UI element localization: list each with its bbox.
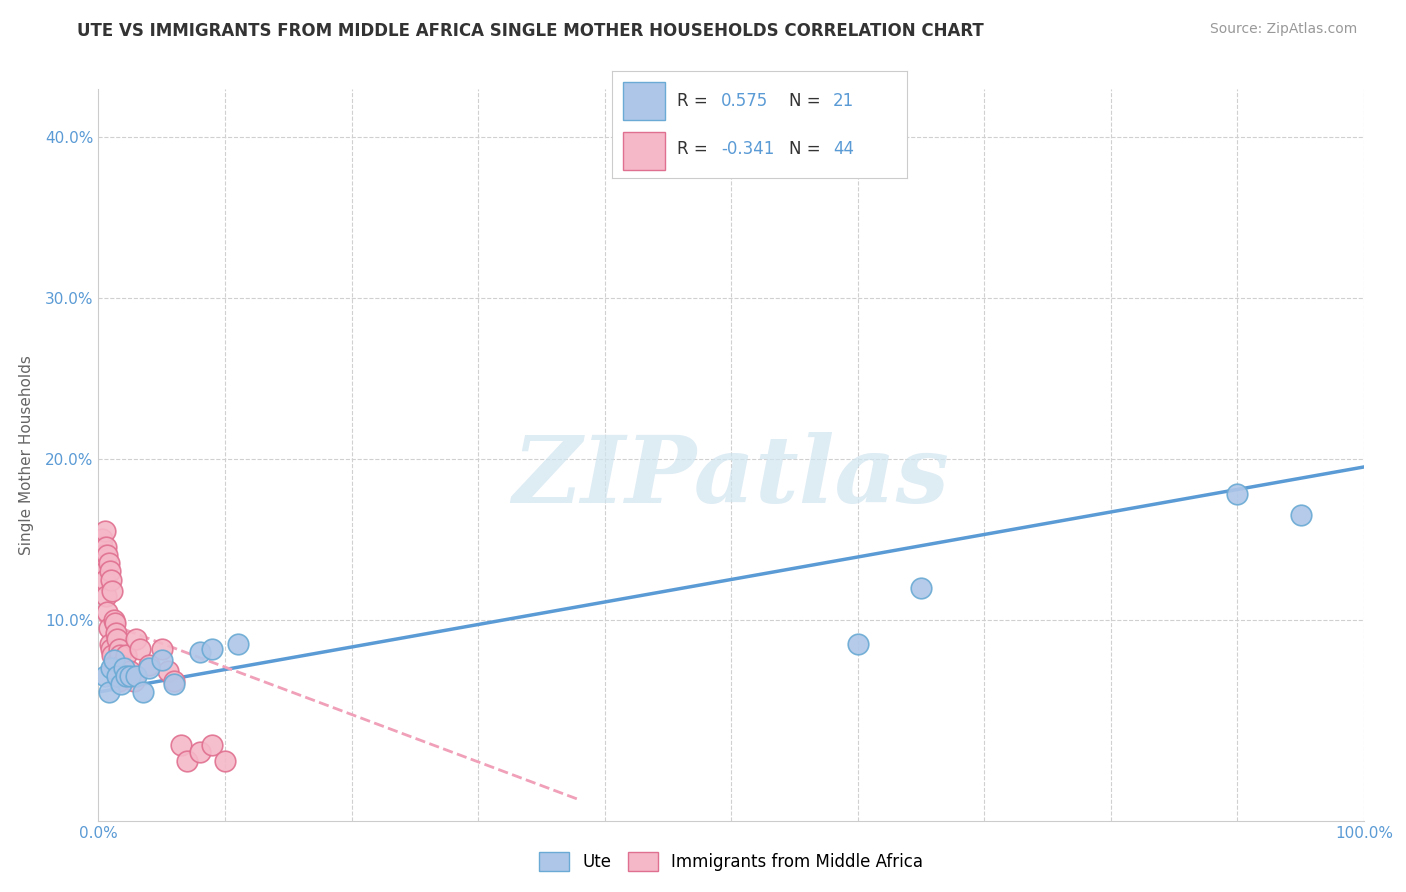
Point [93,669,117,683]
Text: ZIPatlas: ZIPatlas [513,432,949,522]
Point [150,653,173,667]
Point [150,641,173,656]
Point [110,657,132,672]
Point [91,533,114,547]
Point [112,661,135,675]
Point [103,653,125,667]
Point [108,648,131,662]
Point [122,673,145,688]
Point [107,669,129,683]
Point [163,677,186,691]
Point [98,565,121,579]
Point [120,664,141,678]
Point [120,669,141,683]
Text: UTE VS IMMIGRANTS FROM MIDDLE AFRICA SINGLE MOTHER HOUSEHOLDS CORRELATION CHART: UTE VS IMMIGRANTS FROM MIDDLE AFRICA SIN… [77,22,984,40]
Point [101,648,124,662]
Legend: Ute, Immigrants from Middle Africa: Ute, Immigrants from Middle Africa [533,846,929,878]
Point [103,613,125,627]
Text: R =: R = [676,92,713,110]
Point [132,685,155,699]
Point [100,661,122,675]
Point [157,664,180,678]
Point [93,573,117,587]
FancyBboxPatch shape [623,82,665,120]
Point [115,648,138,662]
Point [138,661,160,675]
Point [188,745,211,759]
Point [125,669,148,683]
Point [163,673,186,688]
Point [125,632,148,646]
Point [97,621,120,635]
Point [94,589,117,603]
Point [97,557,120,571]
Point [201,738,224,752]
Point [214,754,236,768]
Point [105,625,128,640]
Point [104,615,127,630]
Point [90,557,112,571]
Text: Source: ZipAtlas.com: Source: ZipAtlas.com [1209,22,1357,37]
Text: N =: N = [789,92,825,110]
Y-axis label: Single Mother Households: Single Mother Households [18,355,34,555]
Text: 44: 44 [832,140,853,158]
Point [91,541,114,555]
FancyBboxPatch shape [623,132,665,169]
Point [176,754,198,768]
Point [226,637,249,651]
Text: 0.575: 0.575 [721,92,768,110]
Text: 21: 21 [832,92,855,110]
Point [138,657,160,672]
Point [188,645,211,659]
Point [104,657,127,672]
Point [97,685,120,699]
Point [94,541,117,555]
Point [107,641,129,656]
Text: -0.341: -0.341 [721,140,775,158]
Point [101,583,124,598]
Point [846,637,869,651]
Point [129,641,152,656]
Point [103,657,125,672]
Point [110,677,132,691]
Point [93,524,117,539]
Point [1226,487,1249,501]
Point [107,664,129,678]
Point [100,573,122,587]
Point [93,549,115,563]
Text: R =: R = [676,140,713,158]
Point [910,581,932,595]
Point [112,664,135,678]
Point [100,641,122,656]
Point [115,669,138,683]
Point [96,605,118,619]
Point [201,641,224,656]
Point [98,637,121,651]
Point [107,673,129,688]
Point [96,549,118,563]
Point [107,632,129,646]
Point [169,738,191,752]
Point [1289,508,1312,523]
Text: N =: N = [789,140,825,158]
